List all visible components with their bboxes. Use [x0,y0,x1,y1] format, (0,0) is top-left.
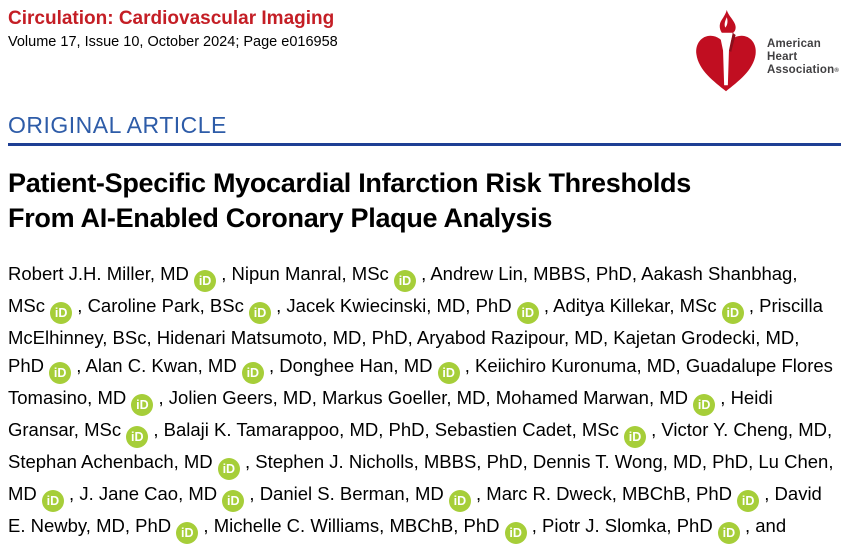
orcid-icon[interactable]: iD [504,522,527,544]
author-name: Aakash Shanbhag, MSc [8,263,798,316]
author-name: Andrew Lin, MBBS, PhD [430,263,632,284]
author-name: Daniel S. Berman, MD [259,483,444,504]
orcid-icon[interactable]: iD [516,302,539,324]
author-name: Michelle C. Williams, MBChB, PhD [213,515,500,536]
author-name: Balaji K. Tamarappoo, MD, PhD [163,419,425,440]
author-name: Mohamed Marwan, MD [495,387,688,408]
author-name: Hidenari Matsumoto, MD, PhD [156,327,408,348]
registered-mark: ® [834,68,839,74]
author-name: J. Jane Cao, MD [79,483,218,504]
article-category: ORIGINAL ARTICLE [8,112,841,146]
orcid-icon[interactable]: iD [693,394,716,416]
issue-citation: Volume 17, Issue 10, October 2024; Page … [8,34,338,50]
orcid-icon[interactable]: iD [41,490,64,512]
aha-logo-text: American Heart Association® [767,38,839,78]
orcid-icon[interactable]: iD [249,302,271,324]
author-name: Jolien Geers, MD [168,387,312,408]
author-name: Piotr J. Slomka, PhD [542,515,713,536]
orcid-icon[interactable]: iD [721,302,744,324]
orcid-icon[interactable]: iD [126,426,149,448]
author-name: Victor Y. Cheng, MD [661,419,827,440]
author-name: Keiichiro Kuronuma, MD [475,355,676,376]
journal-title-link[interactable]: Circulation: Cardiovascular Imaging [8,8,335,29]
author-list: Robert J.H. Miller, MD iD , Nipun Manral… [8,260,841,544]
author-name: Caroline Park, BSc [87,295,244,316]
orcid-icon[interactable]: iD [241,362,264,384]
aha-text-line: Heart [766,51,798,63]
orcid-icon[interactable]: iD [49,362,72,384]
author-name: Stephan Achenbach, MD [8,451,213,472]
orcid-icon[interactable]: iD [717,522,740,544]
author-name: Aditya Killekar, MSc [553,295,717,316]
orcid-icon[interactable]: iD [50,302,73,324]
orcid-icon[interactable]: iD [176,522,199,544]
article-title-line2: From AI-Enabled Coronary Plaque Analysis [8,203,553,233]
author-name: Marc R. Dweck, MBChB, PhD [486,483,732,504]
orcid-icon[interactable]: iD [624,426,646,448]
masthead: Circulation: Cardiovascular Imaging Volu… [8,8,841,96]
aha-text-line: American [766,38,821,50]
aha-logo[interactable]: American Heart Association® [689,8,839,96]
author-name: Priscilla McElhinney, BSc [8,295,823,348]
author-name: Stephen J. Nicholls, MBBS, PhD [255,451,523,472]
author-name: Robert J.H. Miller, MD [8,263,189,284]
orcid-icon[interactable]: iD [131,394,154,416]
orcid-icon[interactable]: iD [393,270,416,292]
author-name: Alan C. Kwan, MD [85,355,237,376]
author-name: Sebastien Cadet, MSc [434,419,619,440]
orcid-icon[interactable]: iD [217,458,240,480]
orcid-icon[interactable]: iD [194,270,217,292]
author-name: Heidi Gransar, MSc [8,387,773,440]
aha-text-line: Association® [766,64,839,76]
author-name: Donghee Han, MD [279,355,433,376]
author-name: Kajetan Grodecki, MD, PhD [8,327,800,376]
author-name: Markus Goeller, MD [321,387,486,408]
orcid-icon[interactable]: iD [448,490,471,512]
orcid-icon[interactable]: iD [222,490,245,512]
journal-info: Circulation: Cardiovascular Imaging Volu… [8,8,338,50]
author-name: Nipun Manral, MSc [231,263,389,284]
aha-heart-torch-icon [696,9,756,92]
orcid-icon[interactable]: iD [437,362,460,384]
author-name: Dennis T. Wong, MD, PhD [532,451,749,472]
author-name: Guadalupe Flores Tomasino, MD [8,355,833,408]
author-name: Aryabod Razipour, MD [416,327,604,348]
author-name: David E. Newby, MD, PhD [8,483,822,536]
author-name: Jacek Kwiecinski, MD, PhD [286,295,512,316]
article-title: Patient-Specific Myocardial Infarction R… [8,166,841,236]
orcid-icon[interactable]: iD [737,490,760,512]
article-title-line1: Patient-Specific Myocardial Infarction R… [8,168,691,198]
author-name: Lu Chen, MD [8,451,834,504]
